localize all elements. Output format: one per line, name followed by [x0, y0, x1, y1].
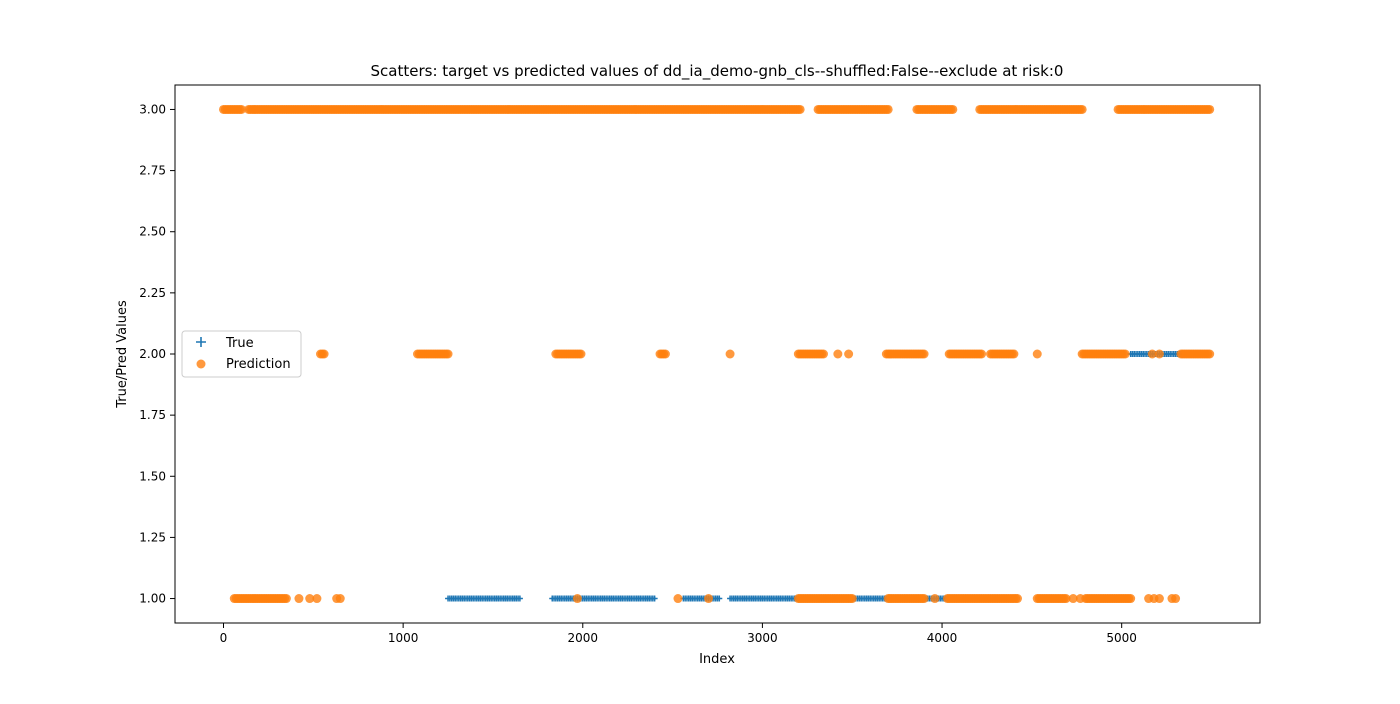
prediction-point	[335, 594, 345, 604]
prediction-point	[1032, 349, 1042, 359]
legend-marker-true	[196, 337, 206, 347]
y-tick-label: 1.75	[139, 408, 166, 422]
x-tick-label: 3000	[747, 631, 778, 645]
prediction-point	[1009, 349, 1019, 359]
series-prediction	[219, 104, 1215, 604]
prediction-point	[1077, 104, 1087, 114]
prediction-point	[795, 104, 805, 114]
x-axis: 0 1000 2000 3000 4000 5000	[220, 623, 1137, 645]
legend-label-prediction: Prediction	[226, 357, 291, 372]
prediction-point	[818, 349, 828, 359]
legend-marker-prediction	[196, 359, 206, 369]
legend-entry-prediction: Prediction	[196, 357, 291, 372]
prediction-point	[930, 594, 940, 604]
x-tick-label: 0	[220, 631, 228, 645]
chart-title: Scatters: target vs predicted values of …	[371, 62, 1064, 81]
prediction-point	[312, 594, 322, 604]
x-tick-label: 1000	[388, 631, 419, 645]
prediction-point	[919, 594, 929, 604]
y-tick-label: 3.00	[139, 102, 166, 116]
prediction-point	[660, 349, 670, 359]
true-point	[516, 595, 523, 602]
y-tick-label: 2.50	[139, 225, 166, 239]
prediction-point	[948, 104, 958, 114]
y-tick-label: 1.00	[139, 592, 166, 606]
prediction-point	[1171, 594, 1181, 604]
legend-label-true: True	[225, 336, 254, 351]
y-tick-label: 1.25	[139, 530, 166, 544]
legend: True Prediction	[181, 330, 302, 378]
y-tick-label: 1.50	[139, 469, 166, 483]
prediction-point	[844, 349, 854, 359]
prediction-point	[1012, 594, 1022, 604]
true-point	[651, 595, 658, 602]
prediction-point	[572, 594, 582, 604]
legend-box	[181, 330, 302, 378]
prediction-point	[725, 349, 735, 359]
prediction-point	[305, 594, 315, 604]
prediction-point	[1061, 594, 1071, 604]
x-tick-label: 5000	[1106, 631, 1137, 645]
y-tick-label: 2.00	[139, 347, 166, 361]
prediction-point	[977, 349, 987, 359]
prediction-point	[883, 104, 893, 114]
prediction-point	[1205, 349, 1215, 359]
prediction-point	[1154, 594, 1164, 604]
y-tick-label: 2.25	[139, 286, 166, 300]
prediction-point	[236, 104, 246, 114]
prediction-point	[1126, 594, 1136, 604]
x-axis-label: Index	[699, 652, 735, 667]
prediction-point	[1154, 349, 1164, 359]
x-tick-label: 4000	[927, 631, 958, 645]
prediction-point	[1068, 594, 1078, 604]
y-axis: 1.00 1.25 1.50 1.75 2.00 2.25 2.50 2.75 3.00	[139, 102, 175, 606]
data-layer	[219, 104, 1215, 604]
prediction-point	[443, 349, 453, 359]
prediction-point	[847, 594, 857, 604]
prediction-point	[1120, 349, 1130, 359]
prediction-point	[704, 594, 714, 604]
prediction-point	[319, 349, 329, 359]
prediction-point	[673, 594, 683, 604]
prediction-point	[919, 349, 929, 359]
prediction-point	[294, 594, 304, 604]
prediction-point	[833, 349, 843, 359]
prediction-point	[1205, 104, 1215, 114]
true-point	[716, 595, 723, 602]
series-true	[445, 351, 1184, 602]
prediction-point	[281, 594, 291, 604]
prediction-point	[1147, 349, 1157, 359]
legend-entry-true: True	[196, 336, 254, 351]
prediction-point	[576, 349, 586, 359]
y-tick-label: 2.75	[139, 164, 166, 178]
prediction-point	[1075, 594, 1085, 604]
x-tick-label: 2000	[567, 631, 598, 645]
y-axis-label: True/Pred Values	[115, 300, 130, 409]
